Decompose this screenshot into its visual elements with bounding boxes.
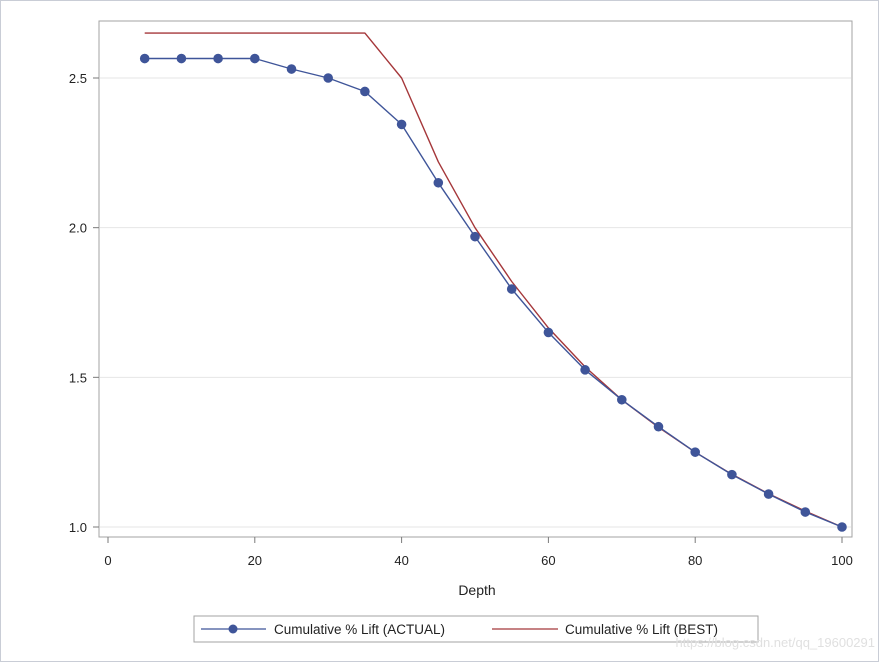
- data-point-actual: [250, 53, 260, 64]
- y-tick-label: 2.5: [69, 71, 87, 86]
- series-line-actual: [144, 57, 843, 528]
- data-point-actual: [837, 522, 847, 532]
- x-tick-label: 80: [688, 553, 702, 568]
- data-point-actual: [727, 469, 737, 480]
- x-axis-title: Depth: [458, 582, 495, 598]
- data-point-actual: [323, 73, 334, 83]
- legend-box: [193, 615, 759, 643]
- x-tick-label: 40: [394, 553, 408, 568]
- data-point-actual: [690, 447, 701, 457]
- x-tick-label: 60: [541, 553, 555, 568]
- data-point-actual: [360, 86, 370, 97]
- data-point-actual: [470, 231, 480, 242]
- data-point-actual: [800, 507, 811, 517]
- data-point-actual: [286, 64, 297, 74]
- x-tick-label: 100: [831, 553, 853, 568]
- plot-area: [98, 20, 853, 538]
- series-layer: [139, 32, 847, 532]
- x-tick-label: 20: [248, 553, 262, 568]
- series-line-best: [144, 32, 843, 528]
- legend-marker-actual: [228, 624, 238, 634]
- y-axis: 1.0 1.5 2.0 2.5: [69, 71, 99, 535]
- data-point-actual: [396, 119, 407, 130]
- data-point-actual: [763, 489, 774, 499]
- y-tick-label: 2.0: [69, 221, 87, 236]
- data-point-actual: [506, 284, 517, 294]
- data-point-actual: [433, 177, 444, 188]
- x-axis: 0 20 40 60 80 100: [104, 537, 853, 568]
- data-point-actual: [617, 394, 627, 405]
- x-tick-label: 0: [104, 553, 111, 568]
- data-point-actual: [580, 365, 590, 375]
- data-point-actual: [139, 53, 150, 64]
- legend-label-best: Cumulative % Lift (BEST): [565, 622, 718, 637]
- legend-label-actual: Cumulative % Lift (ACTUAL): [274, 622, 445, 637]
- data-point-actual: [543, 327, 554, 338]
- gridlines: [100, 77, 851, 528]
- y-tick-label: 1.5: [69, 370, 87, 385]
- data-point-actual: [213, 53, 223, 64]
- data-point-actual: [176, 53, 187, 64]
- legend: Cumulative % Lift (ACTUAL) Cumulative % …: [193, 615, 759, 643]
- data-point-actual: [653, 421, 664, 432]
- watermark: https://blog.csdn.net/qq_19600291: [676, 635, 876, 650]
- y-tick-label: 1.0: [69, 520, 87, 535]
